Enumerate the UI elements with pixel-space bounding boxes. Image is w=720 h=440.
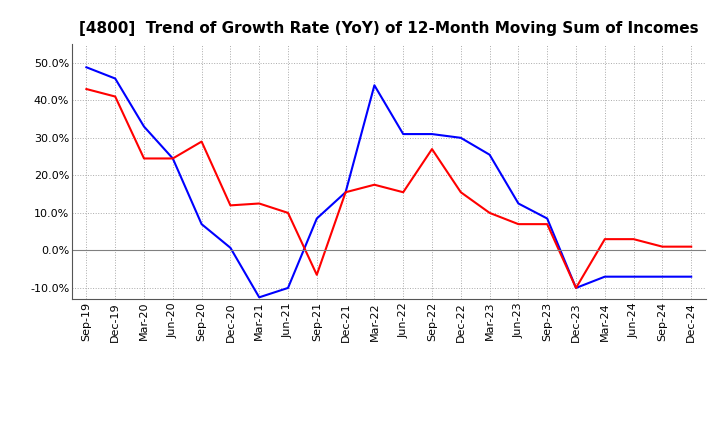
Net Income Growth Rate — [111, 94, 120, 99]
Net Income Growth Rate — [514, 221, 523, 227]
Net Income Growth Rate — [140, 156, 148, 161]
Net Income Growth Rate — [341, 190, 350, 195]
Net Income Growth Rate — [572, 285, 580, 290]
Net Income Growth Rate — [687, 244, 696, 249]
Net Income Growth Rate — [428, 147, 436, 152]
Ordinary Income Growth Rate — [572, 285, 580, 290]
Ordinary Income Growth Rate — [140, 124, 148, 129]
Line: Ordinary Income Growth Rate: Ordinary Income Growth Rate — [86, 67, 691, 297]
Net Income Growth Rate — [226, 203, 235, 208]
Ordinary Income Growth Rate — [428, 132, 436, 137]
Ordinary Income Growth Rate — [687, 274, 696, 279]
Net Income Growth Rate — [370, 182, 379, 187]
Ordinary Income Growth Rate — [226, 245, 235, 250]
Ordinary Income Growth Rate — [514, 201, 523, 206]
Ordinary Income Growth Rate — [341, 190, 350, 195]
Ordinary Income Growth Rate — [255, 295, 264, 300]
Ordinary Income Growth Rate — [543, 216, 552, 221]
Line: Net Income Growth Rate: Net Income Growth Rate — [86, 89, 691, 288]
Net Income Growth Rate — [82, 86, 91, 92]
Ordinary Income Growth Rate — [312, 216, 321, 221]
Ordinary Income Growth Rate — [197, 221, 206, 227]
Net Income Growth Rate — [485, 210, 494, 216]
Net Income Growth Rate — [658, 244, 667, 249]
Title: [4800]  Trend of Growth Rate (YoY) of 12-Month Moving Sum of Incomes: [4800] Trend of Growth Rate (YoY) of 12-… — [79, 21, 698, 36]
Net Income Growth Rate — [312, 272, 321, 278]
Net Income Growth Rate — [284, 210, 292, 216]
Net Income Growth Rate — [629, 237, 638, 242]
Net Income Growth Rate — [543, 221, 552, 227]
Ordinary Income Growth Rate — [399, 132, 408, 137]
Net Income Growth Rate — [600, 237, 609, 242]
Ordinary Income Growth Rate — [485, 152, 494, 158]
Ordinary Income Growth Rate — [284, 285, 292, 290]
Ordinary Income Growth Rate — [82, 65, 91, 70]
Ordinary Income Growth Rate — [629, 274, 638, 279]
Ordinary Income Growth Rate — [370, 83, 379, 88]
Net Income Growth Rate — [399, 190, 408, 195]
Ordinary Income Growth Rate — [168, 156, 177, 161]
Ordinary Income Growth Rate — [600, 274, 609, 279]
Ordinary Income Growth Rate — [456, 135, 465, 140]
Net Income Growth Rate — [168, 156, 177, 161]
Net Income Growth Rate — [255, 201, 264, 206]
Net Income Growth Rate — [197, 139, 206, 144]
Ordinary Income Growth Rate — [111, 76, 120, 81]
Ordinary Income Growth Rate — [658, 274, 667, 279]
Net Income Growth Rate — [456, 190, 465, 195]
